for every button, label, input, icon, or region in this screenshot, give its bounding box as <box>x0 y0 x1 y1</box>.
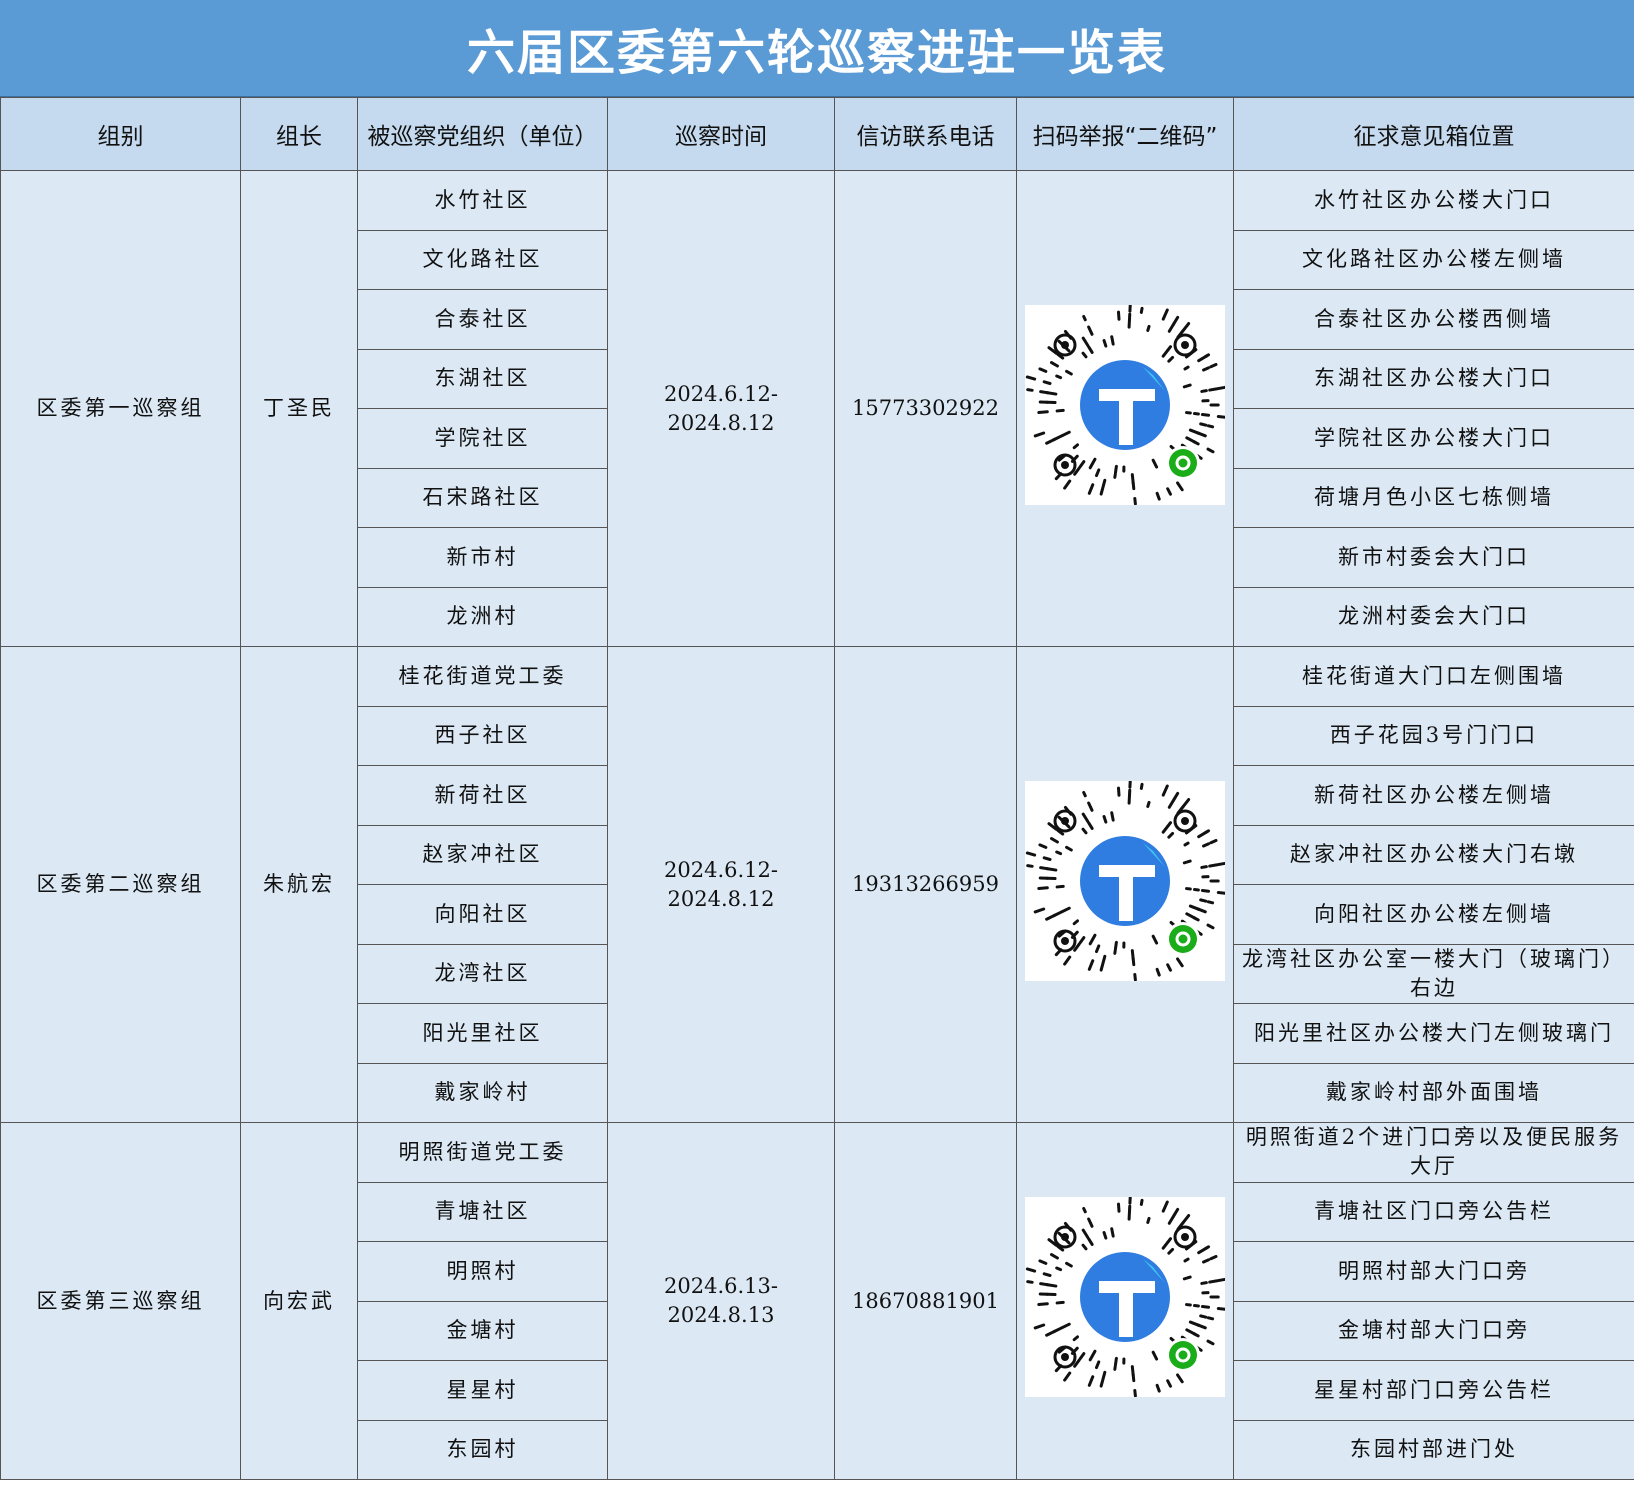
unit-cell: 赵家冲社区 <box>357 824 608 885</box>
box-location-cell: 星星村部门口旁公告栏 <box>1233 1360 1634 1421</box>
phone-cell: 19313266959 <box>834 646 1017 1123</box>
group-cell: 区委第一巡察组 <box>0 170 241 647</box>
unit-cell: 向阳社区 <box>357 884 608 945</box>
box-location-cell: 阳光里社区办公楼大门左侧玻璃门 <box>1233 1003 1634 1064</box>
box-location-cell: 戴家岭村部外面围墙 <box>1233 1062 1634 1123</box>
unit-cell: 文化路社区 <box>357 229 608 290</box>
unit-cell: 合泰社区 <box>357 289 608 350</box>
unit-cell: 东园村 <box>357 1419 608 1480</box>
header-cell: 征求意见箱位置 <box>1233 97 1634 171</box>
table-row: 赵家冲社区 赵家冲社区办公楼大门右墩 <box>1 824 1634 885</box>
table-row: 戴家岭村 戴家岭村部外面围墙 <box>1 1062 1634 1123</box>
unit-cell: 明照街道党工委 <box>357 1122 608 1183</box>
qr-cell <box>1016 1122 1234 1480</box>
header-cell: 被巡察党组织（单位） <box>357 97 608 171</box>
group-cell: 区委第三巡察组 <box>0 1122 241 1480</box>
box-location-cell: 明照村部大门口旁 <box>1233 1241 1634 1302</box>
phone-cell: 15773302922 <box>834 170 1017 647</box>
unit-cell: 新荷社区 <box>357 765 608 826</box>
header-cell: 巡察时间 <box>607 97 835 171</box>
header-cell: 组长 <box>240 97 358 171</box>
unit-cell: 龙洲村 <box>357 586 608 647</box>
qr-code <box>1025 299 1228 505</box>
box-location-cell: 明照街道2个进门口旁以及便民服务大厅 <box>1233 1122 1634 1183</box>
unit-cell: 星星村 <box>357 1360 608 1421</box>
unit-cell: 东湖社区 <box>357 348 608 409</box>
table-row: 星星村 星星村部门口旁公告栏 <box>1 1360 1634 1421</box>
box-location-cell: 向阳社区办公楼左侧墙 <box>1233 884 1634 945</box>
qr-cell <box>1016 646 1234 1123</box>
time-cell: 2024.6.13-2024.8.13 <box>607 1122 835 1480</box>
unit-cell: 金塘村 <box>357 1300 608 1361</box>
header-cell: 组别 <box>0 97 241 171</box>
inspection-table: 组别 组长 被巡察党组织（单位） 巡察时间 信访联系电话 扫码举报“二维码” 征求意见箱位置… <box>0 97 1634 1480</box>
box-location-cell: 桂花街道大门口左侧围墙 <box>1233 646 1634 707</box>
box-location-cell: 东园村部进门处 <box>1233 1419 1634 1480</box>
box-location-cell: 合泰社区办公楼西侧墙 <box>1233 289 1634 350</box>
unit-cell: 新市村 <box>357 527 608 588</box>
table-row: 新市村 新市村委会大门口 <box>1 527 1634 588</box>
box-location-cell: 龙洲村委会大门口 <box>1233 586 1634 647</box>
box-location-cell: 东湖社区办公楼大门口 <box>1233 348 1634 409</box>
unit-cell: 明照村 <box>357 1241 608 1302</box>
box-location-cell: 荷塘月色小区七栋侧墙 <box>1233 467 1634 528</box>
unit-cell: 学院社区 <box>357 408 608 469</box>
table-row: 石宋路社区 荷塘月色小区七栋侧墙 <box>1 467 1634 528</box>
table-row: 金塘村 金塘村部大门口旁 <box>1 1300 1634 1361</box>
unit-cell: 西子社区 <box>357 705 608 766</box>
box-location-cell: 文化路社区办公楼左侧墙 <box>1233 229 1634 290</box>
group-cell: 区委第二巡察组 <box>0 646 241 1123</box>
table-row: 新荷社区 新荷社区办公楼左侧墙 <box>1 765 1634 826</box>
box-location-cell: 新荷社区办公楼左侧墙 <box>1233 765 1634 826</box>
table-row: 合泰社区 合泰社区办公楼西侧墙 <box>1 289 1634 350</box>
box-location-cell: 水竹社区办公楼大门口 <box>1233 170 1634 231</box>
table-row: 区委第一巡察组 丁圣民 水竹社区 2024.6.12-2024.8.12 1577330… <box>0 170 1634 647</box>
table-row: 东园村 东园村部进门处 <box>1 1419 1634 1480</box>
unit-cell: 龙湾社区 <box>357 943 608 1004</box>
unit-cell: 桂花街道党工委 <box>357 646 608 707</box>
table-row: 区委第二巡察组 朱航宏 桂花街道党工委 2024.6.12-2024.8.12 1931… <box>0 646 1634 1123</box>
time-cell: 2024.6.12-2024.8.12 <box>607 170 835 647</box>
phone-cell: 18670881901 <box>834 1122 1017 1480</box>
table-row: 区委第三巡察组 向宏武 明照街道党工委 2024.6.13-2024.8.13 1867… <box>0 1122 1634 1480</box>
header-row: 组别 组长 被巡察党组织（单位） 巡察时间 信访联系电话 扫码举报“二维码” 征求意见箱位置 <box>0 97 1634 171</box>
unit-cell: 阳光里社区 <box>357 1003 608 1064</box>
box-location-cell: 学院社区办公楼大门口 <box>1233 408 1634 469</box>
box-location-cell: 金塘村部大门口旁 <box>1233 1300 1634 1361</box>
qr-code <box>1025 775 1228 981</box>
unit-cell: 青塘社区 <box>357 1181 608 1242</box>
qr-cell <box>1016 170 1234 647</box>
box-location-cell: 龙湾社区办公室一楼大门（玻璃门）右边 <box>1233 943 1634 1004</box>
box-location-cell: 赵家冲社区办公楼大门右墩 <box>1233 824 1634 885</box>
unit-cell: 戴家岭村 <box>357 1062 608 1123</box>
table-row: 东湖社区 东湖社区办公楼大门口 <box>1 348 1634 409</box>
table-row: 龙湾社区 龙湾社区办公室一楼大门（玻璃门）右边 <box>1 943 1634 1004</box>
leader-cell: 向宏武 <box>240 1122 358 1480</box>
qr-code <box>1025 1191 1228 1398</box>
page-title: 六届区委第六轮巡察进驻一览表 <box>0 0 1634 97</box>
table-row: 龙洲村 龙洲村委会大门口 <box>1 586 1634 647</box>
table-row: 文化路社区 文化路社区办公楼左侧墙 <box>1 229 1634 290</box>
box-location-cell: 青塘社区门口旁公告栏 <box>1233 1181 1634 1242</box>
time-cell: 2024.6.12-2024.8.12 <box>607 646 835 1123</box>
unit-cell: 石宋路社区 <box>357 467 608 528</box>
table-row: 学院社区 学院社区办公楼大门口 <box>1 408 1634 469</box>
box-location-cell: 西子花园3号门门口 <box>1233 705 1634 766</box>
leader-cell: 朱航宏 <box>240 646 358 1123</box>
table-row: 青塘社区 青塘社区门口旁公告栏 <box>1 1181 1634 1242</box>
table-row: 西子社区 西子花园3号门门口 <box>1 705 1634 766</box>
box-location-cell: 新市村委会大门口 <box>1233 527 1634 588</box>
header-cell: 信访联系电话 <box>834 97 1017 171</box>
leader-cell: 丁圣民 <box>240 170 358 647</box>
header-cell: 扫码举报“二维码” <box>1016 97 1234 171</box>
table-row: 向阳社区 向阳社区办公楼左侧墙 <box>1 884 1634 945</box>
unit-cell: 水竹社区 <box>357 170 608 231</box>
